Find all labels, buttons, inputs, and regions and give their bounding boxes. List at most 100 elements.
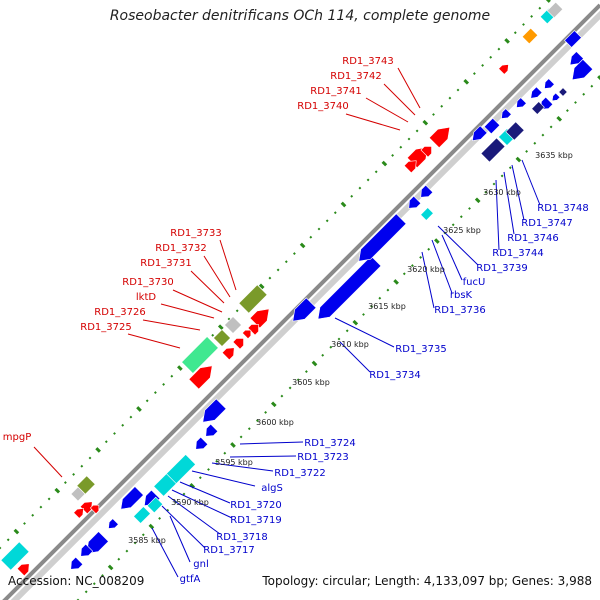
- tick-dot: [345, 329, 349, 333]
- gene-feature: [224, 316, 242, 334]
- tick-dot: [419, 255, 423, 259]
- gene-feature: [241, 329, 252, 340]
- gene-feature: [213, 329, 231, 347]
- label-leader: [169, 515, 191, 563]
- tick-dot: [333, 211, 337, 215]
- label-leader: [33, 446, 63, 478]
- gene-feature: [551, 92, 561, 102]
- tick-dot: [484, 190, 488, 194]
- tick-dot: [292, 252, 296, 256]
- gene-feature: [521, 27, 539, 45]
- tick-dot: [101, 574, 104, 577]
- label-leader: [211, 462, 274, 472]
- tick-dot: [597, 75, 600, 81]
- tick-dot: [358, 186, 362, 190]
- tick-dot: [541, 133, 545, 137]
- tick-dot: [104, 440, 108, 444]
- tick-dot: [276, 268, 280, 272]
- gene-label: lktD: [136, 292, 156, 303]
- tick-dot: [63, 481, 67, 485]
- gene-feature: [146, 496, 164, 514]
- tick-dot: [264, 410, 268, 414]
- tick-dot: [410, 264, 414, 268]
- tick-dot: [590, 84, 594, 88]
- tick-dot: [223, 451, 227, 455]
- gene-feature: [232, 338, 244, 350]
- tick-dot: [304, 370, 308, 374]
- tick-dot: [247, 427, 251, 431]
- label-leader: [203, 255, 231, 298]
- tick-dot: [284, 260, 288, 264]
- tick-dot: [80, 464, 84, 468]
- tick-dot: [565, 109, 569, 113]
- label-leader: [521, 159, 541, 206]
- tick-dot: [170, 374, 174, 378]
- gene-label: RD1_3742: [330, 71, 381, 82]
- label-leader: [345, 113, 401, 131]
- tick-dot: [211, 333, 215, 337]
- tick-dot: [489, 55, 493, 59]
- gene-feature: [480, 137, 506, 163]
- label-leader: [172, 289, 223, 313]
- gene-feature: [558, 87, 568, 97]
- label-leader: [219, 239, 237, 291]
- gene-feature: [70, 486, 86, 502]
- gene-feature: [408, 195, 422, 209]
- label-leader: [421, 251, 435, 309]
- label-leader: [179, 481, 231, 504]
- tick-dot: [125, 549, 129, 553]
- tick-label: 3630 kbp: [483, 188, 521, 197]
- tick-dot: [451, 223, 455, 227]
- gene-feature: [80, 543, 94, 557]
- label-leader: [171, 489, 233, 519]
- tick-dot: [350, 194, 354, 198]
- gene-feature: [221, 347, 235, 361]
- tick-label: 3595 kbp: [215, 458, 253, 467]
- gene-label: mpgP: [3, 432, 31, 443]
- gene-label: RD1_3718: [216, 532, 267, 543]
- tick-dot: [95, 447, 101, 453]
- tick-dot: [399, 145, 403, 149]
- gene-label: RD1_3744: [492, 248, 543, 259]
- gene-label: RD1_3743: [342, 56, 393, 67]
- tick-dot: [459, 215, 463, 219]
- tick-dot: [340, 201, 347, 208]
- label-leader: [511, 164, 525, 221]
- tick-labels: 3585 kbp 3590 kbp 3595 kbp 3600 kbp 3605 kbp…: [128, 151, 573, 545]
- tick-dot: [352, 319, 359, 326]
- gene-feature: [531, 101, 545, 115]
- gene-feature: [358, 213, 407, 262]
- tick-dot: [474, 197, 481, 204]
- tick-dot: [378, 296, 382, 300]
- label-leader: [365, 97, 409, 123]
- gene-label: RD1_3735: [395, 344, 446, 355]
- tick-dot: [508, 166, 512, 170]
- tick-dot: [574, 101, 577, 104]
- tick-dot: [415, 129, 419, 133]
- gene-feature: [292, 297, 317, 322]
- gene-label: fucU: [463, 277, 486, 288]
- gene-feature: [483, 117, 501, 135]
- gene-labels: RD1_3743 RD1_3742 RD1_3741 RD1_3740 RD1_3733…: [3, 56, 589, 585]
- tick-dot: [296, 378, 300, 382]
- gene-label: RD1_3717: [203, 545, 254, 556]
- label-leader: [229, 455, 297, 458]
- gene-feature: [317, 255, 382, 320]
- gene-feature: [505, 121, 525, 141]
- tick-dot: [141, 533, 145, 537]
- gene-label: gnl: [193, 559, 208, 570]
- gene-label: RD1_3740: [297, 101, 348, 112]
- label-leader: [441, 234, 463, 281]
- tick-dot: [337, 337, 341, 341]
- gene-label: algS: [261, 483, 283, 494]
- tick-dot: [258, 283, 265, 290]
- tick-dot: [270, 401, 277, 408]
- tick-dot: [145, 399, 149, 403]
- tick-dot: [129, 415, 133, 419]
- gene-label: RD1_3748: [537, 203, 588, 214]
- tick-dot: [393, 279, 399, 285]
- tick-dot: [362, 313, 365, 316]
- label-leader: [495, 179, 500, 251]
- gene-feature: [540, 96, 554, 110]
